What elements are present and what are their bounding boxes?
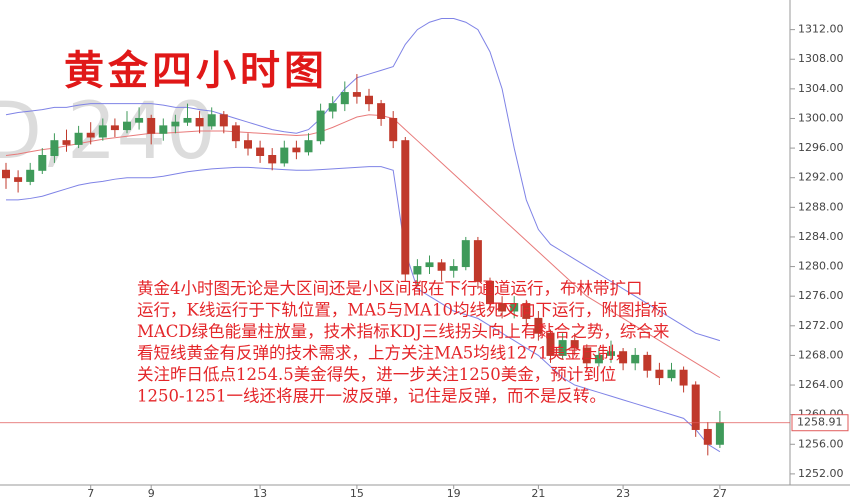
y-tick-label: 1292.00 xyxy=(798,171,844,184)
y-tick-label: 1272.00 xyxy=(798,319,844,332)
last-price-label: 1258.91 xyxy=(797,416,843,429)
annotation-line: MACD绿色能量柱放量，技术指标KDJ三线拐头向上有黏合之势，综合来 xyxy=(137,322,669,341)
y-tick-label: 1312.00 xyxy=(798,23,844,36)
y-tick-label: 1308.00 xyxy=(798,52,844,65)
candle-body xyxy=(195,117,204,127)
annotation-line: 黄金4小时图无论是大区间还是小区间都在下行通道运行，布林带扩口 xyxy=(137,279,643,298)
indicator-line xyxy=(5,18,721,342)
candle-body xyxy=(655,369,664,379)
candle-body xyxy=(425,262,434,268)
candle-body xyxy=(304,140,313,153)
candle-body xyxy=(401,140,410,275)
candle-body xyxy=(74,132,83,145)
annotation-line: 关注昨日低点1254.5美金得失，进一步关注1250美金，预计到位 xyxy=(137,365,616,384)
candle-body xyxy=(607,351,615,356)
candle-body xyxy=(86,132,95,138)
candle-body xyxy=(643,354,652,371)
x-tick-label: 19 xyxy=(447,487,461,500)
chart-title: 黄金四小时图 xyxy=(64,47,328,94)
y-tick-label: 1304.00 xyxy=(798,82,844,95)
candle-body xyxy=(219,114,228,127)
indicator-line xyxy=(6,166,721,453)
candle-body xyxy=(98,125,107,138)
candle-body xyxy=(50,140,59,156)
candle-body xyxy=(570,340,579,349)
candle-body xyxy=(449,266,458,271)
y-tick-label: 1288.00 xyxy=(798,200,844,213)
annotation-line: 看短线黄金有反弹的技术需求，上方关注MA5均线1271美金压制， xyxy=(137,344,631,363)
candle-body xyxy=(159,125,168,134)
x-tick-label: 7 xyxy=(87,487,94,500)
candle-body xyxy=(171,121,180,127)
candle-body xyxy=(340,92,349,105)
indicator-line xyxy=(5,114,721,379)
y-tick-label: 1252.00 xyxy=(798,467,844,480)
y-tick-label: 1276.00 xyxy=(798,289,844,302)
candle-body xyxy=(473,240,482,282)
candle-body xyxy=(389,117,398,142)
candle-body xyxy=(135,117,144,123)
candle-body xyxy=(183,117,192,123)
last-price-box xyxy=(791,414,849,432)
candle-body xyxy=(619,351,628,364)
x-tick-label: 13 xyxy=(253,487,267,500)
candle-body xyxy=(582,347,591,364)
candle-body xyxy=(365,95,373,105)
candle-body xyxy=(667,369,676,379)
candle-body xyxy=(2,169,10,179)
candle-body xyxy=(377,103,386,119)
y-tick-label: 1268.00 xyxy=(798,348,844,361)
y-tick-label: 1284.00 xyxy=(798,230,844,243)
candle-body xyxy=(679,369,688,386)
y-tick-label: 1264.00 xyxy=(798,378,844,391)
y-tick-label: 1296.00 xyxy=(798,141,844,154)
candle-body xyxy=(413,266,422,275)
candle-body xyxy=(498,303,507,312)
candle-body xyxy=(558,340,567,356)
candle-body xyxy=(14,177,23,182)
candle-body xyxy=(38,154,47,171)
candle-body xyxy=(123,121,131,131)
candle-body xyxy=(510,303,519,312)
candle-body xyxy=(207,114,216,127)
candle-body xyxy=(316,110,325,142)
x-tick-label: 23 xyxy=(616,487,630,500)
candle-body xyxy=(534,317,543,334)
candle-body xyxy=(268,154,277,164)
x-tick-label: 27 xyxy=(713,487,727,500)
y-tick-label: 1280.00 xyxy=(798,260,844,273)
candle-body xyxy=(328,103,337,112)
candle-body xyxy=(486,280,494,305)
x-tick-label: 21 xyxy=(531,487,545,500)
candle-body xyxy=(292,147,301,153)
annotation-line: 运行，K线运行于下轨位置，MA5与MA10均线死叉向下运行，附图指标 xyxy=(137,301,667,320)
candle-body xyxy=(461,240,470,268)
x-tick-label: 9 xyxy=(148,487,155,500)
y-tick-label: 1256.00 xyxy=(798,437,844,450)
candle-body xyxy=(352,92,361,97)
candle-body xyxy=(244,140,252,149)
y-tick-label: 1300.00 xyxy=(798,111,844,124)
candle-body xyxy=(256,147,265,156)
candle-body xyxy=(715,422,724,445)
candle-body xyxy=(522,303,531,319)
x-tick-label: 15 xyxy=(350,487,364,500)
candle-body xyxy=(546,332,555,356)
candle-body xyxy=(147,117,156,134)
candle-body xyxy=(437,262,446,271)
candle-body xyxy=(26,169,35,182)
candle-body xyxy=(62,140,71,145)
candle-body xyxy=(703,428,712,445)
candle-body xyxy=(631,354,640,364)
annotation-line: 1250-1251一线还将展开一波反弹，记住是反弹，而不是反转。 xyxy=(137,387,606,406)
candle-body xyxy=(110,125,119,131)
candle-body xyxy=(691,384,700,430)
candle-body xyxy=(594,354,603,364)
plot-area xyxy=(0,18,790,456)
candle-body xyxy=(280,147,289,164)
candle-body xyxy=(231,125,240,142)
